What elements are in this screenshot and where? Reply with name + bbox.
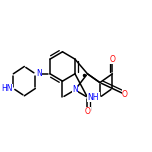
Text: HN: HN [1,84,13,93]
Text: O: O [85,107,90,116]
Text: N: N [36,69,42,78]
Text: O: O [109,55,115,64]
Text: NH: NH [88,93,99,102]
Text: N: N [72,85,78,94]
Text: O: O [122,90,128,99]
